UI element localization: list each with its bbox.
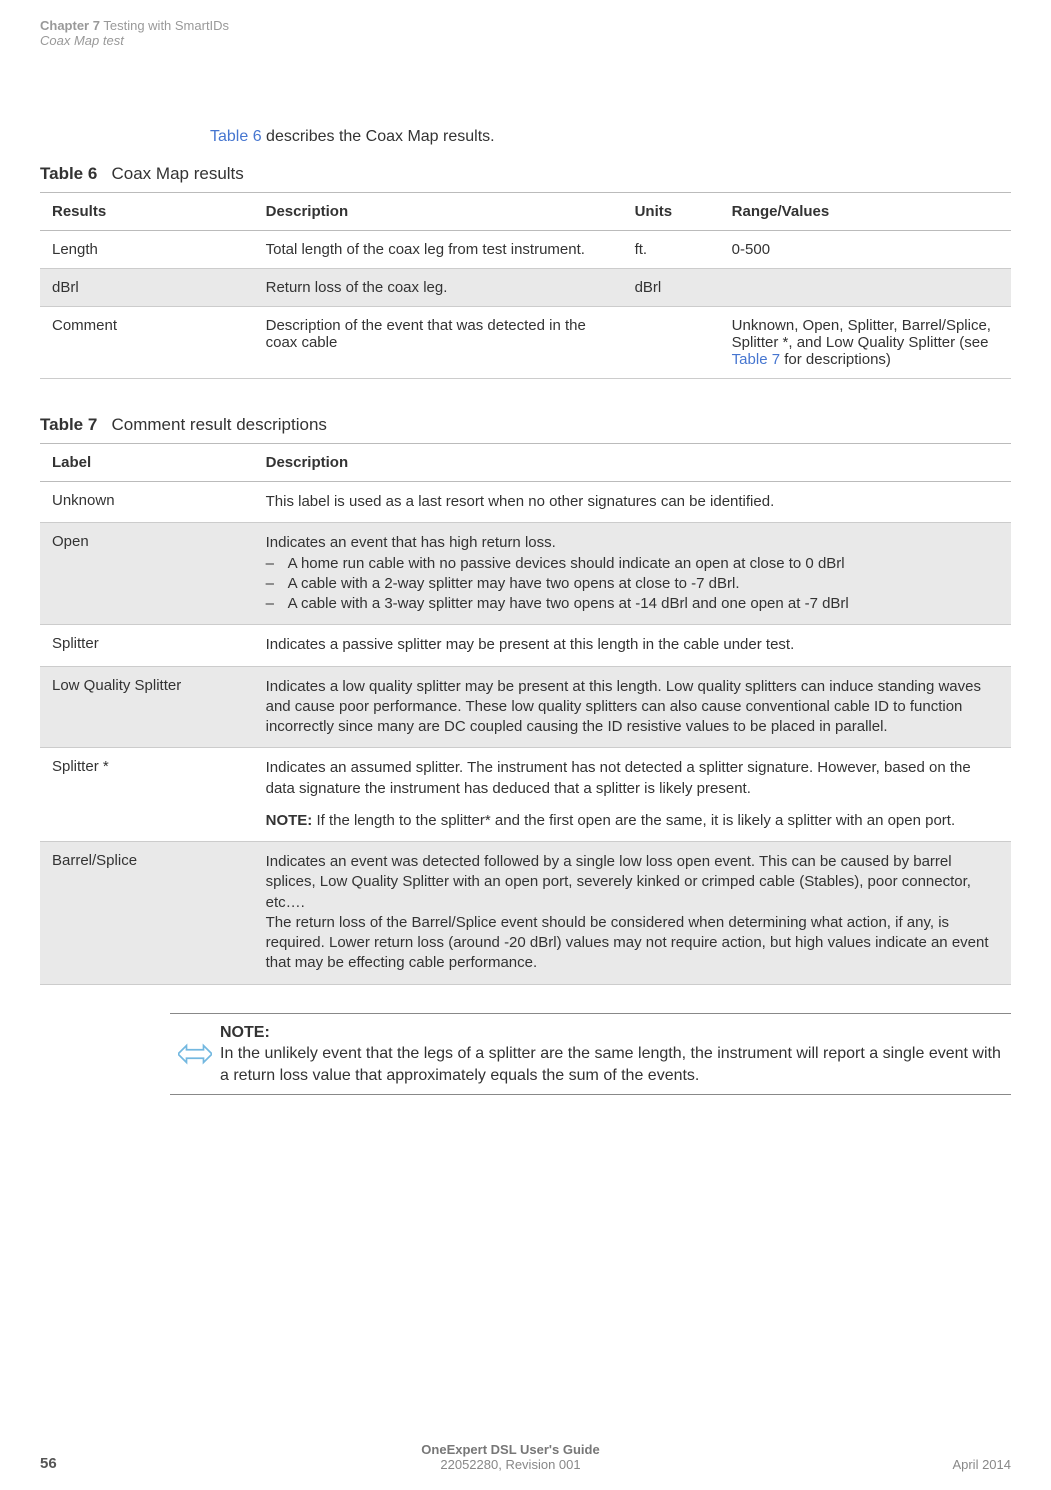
cell-units: ft. [623,231,720,269]
note-text: NOTE: In the unlikely event that the leg… [220,1022,1011,1087]
table7-col-description: Description [254,444,1011,482]
table-row: SplitterIndicates a passive splitter may… [40,625,1011,666]
footer-revision: 22052280, Revision 001 [440,1457,580,1472]
note-icon [170,1022,220,1087]
note-label: NOTE: [220,1022,1011,1044]
cell-label: Splitter [40,625,254,666]
cell-label: Open [40,523,254,625]
table6-label: Table 6 [40,164,97,183]
table6-col-range: Range/Values [720,193,1011,231]
chapter-title: Testing with SmartIDs [103,18,229,33]
table6-crossref-link[interactable]: Table 6 [210,128,262,145]
cell-description: Indicates a low quality splitter may be … [254,666,1011,748]
cell-range [720,269,1011,307]
table-row: dBrlReturn loss of the coax leg.dBrl [40,269,1011,307]
table6-col-units: Units [623,193,720,231]
table7-header-row: Label Description [40,444,1011,482]
cell-description: Indicates an assumed splitter. The instr… [254,748,1011,842]
note-body: In the unlikely event that the legs of a… [220,1045,1001,1084]
table6-col-description: Description [254,193,623,231]
intro-rest: describes the Coax Map results. [262,128,495,145]
table6-title: Table 6 Coax Map results [40,164,1011,184]
cell-description: Description of the event that was detect… [254,307,623,379]
table7-title: Table 7 Comment result descriptions [40,415,1011,435]
cell-results: Comment [40,307,254,379]
table6-header-row: Results Description Units Range/Values [40,193,1011,231]
footer-guide: OneExpert DSL User's Guide [100,1442,921,1457]
table7: Label Description UnknownThis label is u… [40,443,1011,985]
cell-units: dBrl [623,269,720,307]
table7-label: Table 7 [40,415,97,434]
cell-description: This label is used as a last resort when… [254,482,1011,523]
table-row: Barrel/SpliceIndicates an event was dete… [40,842,1011,985]
section-title: Coax Map test [40,33,124,48]
cell-label: Low Quality Splitter [40,666,254,748]
table7-crossref-link[interactable]: Table 7 [732,351,780,368]
cell-description: Return loss of the coax leg. [254,269,623,307]
table-row: UnknownThis label is used as a last reso… [40,482,1011,523]
cell-range: 0-500 [720,231,1011,269]
table7-caption: Comment result descriptions [112,415,327,434]
note-box: NOTE: In the unlikely event that the leg… [170,1013,1011,1096]
cell-results: dBrl [40,269,254,307]
table6-col-results: Results [40,193,254,231]
table6: Results Description Units Range/Values L… [40,192,1011,379]
page-number: 56 [40,1455,100,1472]
cell-description: Total length of the coax leg from test i… [254,231,623,269]
intro-text: Table 6 describes the Coax Map results. [210,128,1011,146]
cell-results: Length [40,231,254,269]
table-row: OpenIndicates an event that has high ret… [40,523,1011,625]
table6-caption: Coax Map results [112,164,244,183]
cell-range: Unknown, Open, Splitter, Barrel/Splice, … [720,307,1011,379]
table-row: CommentDescription of the event that was… [40,307,1011,379]
cell-description: Indicates an event was detected followed… [254,842,1011,985]
table7-col-label: Label [40,444,254,482]
cell-label: Barrel/Splice [40,842,254,985]
cell-units [623,307,720,379]
cell-label: Unknown [40,482,254,523]
cell-description: Indicates a passive splitter may be pres… [254,625,1011,666]
table-row: Low Quality SplitterIndicates a low qual… [40,666,1011,748]
table-row: LengthTotal length of the coax leg from … [40,231,1011,269]
table-row: Splitter *Indicates an assumed splitter.… [40,748,1011,842]
page-header: Chapter 7 Testing with SmartIDs Coax Map… [0,0,1051,48]
footer-date: April 2014 [921,1457,1011,1472]
cell-description: Indicates an event that has high return … [254,523,1011,625]
cell-label: Splitter * [40,748,254,842]
chapter-number: Chapter 7 [40,18,100,33]
page-footer: 56 OneExpert DSL User's Guide 22052280, … [0,1442,1051,1472]
